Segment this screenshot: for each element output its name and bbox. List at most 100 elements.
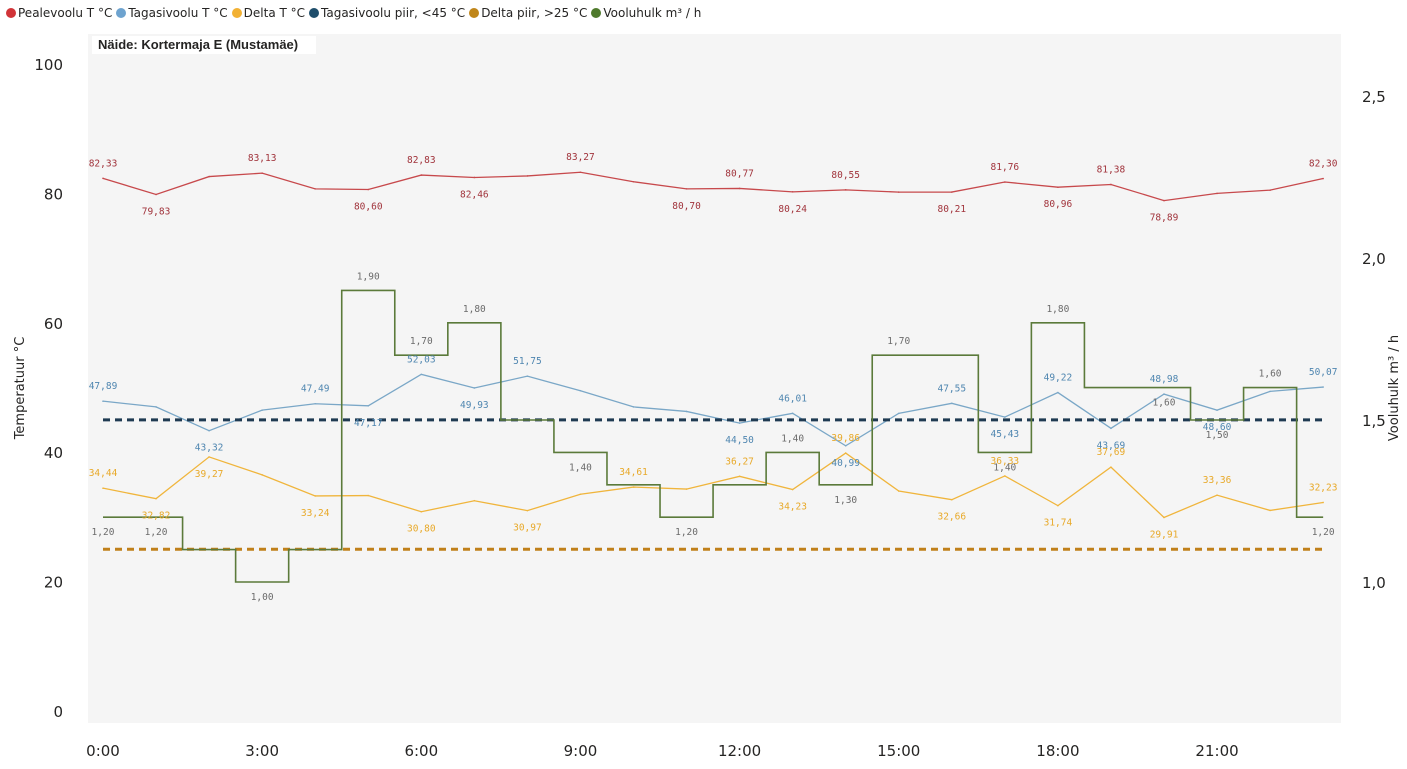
data-label: 52,03 [407,354,436,365]
data-point [155,193,157,196]
data-label: 39,27 [195,469,224,480]
data-label: 1,60 [1153,398,1176,409]
data-point [261,474,263,476]
data-label: 1,70 [887,336,910,347]
data-label: 1,20 [675,527,698,538]
data-point [951,402,953,405]
data-label: 81,76 [991,162,1020,173]
legend-item-tagasivoolu-piir[interactable]: Tagasivoolu piir, <45 °C [309,6,465,20]
legend-item-delta[interactable]: Delta T °C [231,6,306,20]
data-label: 1,20 [1312,527,1335,538]
data-label: 49,93 [460,400,489,411]
data-label: 1,70 [410,336,433,347]
data-point [1057,504,1059,507]
data-point [579,171,582,174]
data-label: 34,44 [89,468,118,479]
legend-dot-icon [309,8,320,18]
data-point [1322,177,1324,180]
data-label: 82,33 [89,158,118,169]
data-point [685,188,688,190]
data-label: 47,49 [301,384,330,395]
legend-dot-icon [591,8,602,18]
y-right-axis-title: Vooluhulk m³ / h [1387,335,1402,441]
data-point [1322,501,1324,504]
data-label: 44,50 [725,435,754,446]
legend-dot-icon [6,8,16,18]
data-point [102,487,104,489]
data-point [314,188,317,190]
data-label: 32,23 [1309,482,1338,493]
data-label: 1,00 [251,592,274,603]
data-point [473,499,476,502]
data-point [791,412,794,415]
chart-title: Näide: Kortermaja E (Mustamäe) [92,36,316,54]
data-label: 32,82 [142,511,171,522]
data-label: 30,80 [407,524,436,535]
data-point [1163,199,1165,202]
data-label: 33,36 [1203,475,1232,486]
data-point [367,494,370,497]
y-left-axis-title: Temperatuur °C [13,337,28,441]
data-label: 43,32 [195,443,224,454]
data-point [261,409,263,411]
data-label: 1,30 [834,495,857,506]
legend-item-vooluhulk[interactable]: Vooluhulk m³ / h [591,6,701,20]
data-point [632,406,635,408]
data-point [314,495,317,497]
data-label: 81,38 [1097,164,1126,175]
data-point [897,191,900,193]
data-label: 1,50 [1206,430,1229,441]
data-point [844,444,847,447]
legend-item-tagasivoolu[interactable]: Tagasivoolu T °C [116,6,228,20]
data-label: 49,22 [1044,373,1073,384]
y-left-tick-label: 20 [44,574,63,592]
data-labels-group: 82,33 79,83 83,13 80,60 82,83 82,46 83,27 80,70… [89,152,1338,603]
data-label: 1,40 [993,462,1016,473]
data-label: 80,24 [778,204,807,215]
data-label: 80,55 [831,170,860,181]
data-point [1216,494,1218,496]
x-tick-label: 15:00 [877,742,920,760]
data-label: 1,20 [92,527,115,538]
y-left-tick-label: 80 [44,185,63,203]
legend-item-delta-piir[interactable]: Delta piir, >25 °C [469,6,587,20]
data-point [1110,466,1112,468]
data-point [951,191,953,193]
data-label: 1,90 [357,271,380,282]
data-point [1110,427,1112,430]
data-label: 1,40 [781,433,804,444]
data-point [738,475,741,478]
data-label: 51,75 [513,356,542,367]
x-tick-label: 18:00 [1036,742,1079,760]
data-point [261,172,263,174]
data-point [102,177,104,180]
legend-item-pealevoolu[interactable]: Pealevoolu T °C [6,6,112,20]
data-label: 47,17 [354,418,383,429]
x-tick-label: 0:00 [86,742,120,760]
data-label: 48,60 [1203,422,1232,433]
data-label: 80,21 [937,204,966,215]
data-point [632,180,635,183]
data-label: 1,40 [569,462,592,473]
y-right-tick-label: 1,5 [1362,412,1386,430]
data-point [791,191,794,193]
legend-label: Delta piir, >25 °C [481,6,588,20]
data-point [1004,475,1006,477]
x-tick-label: 12:00 [718,742,761,760]
data-point [1269,390,1271,393]
data-point [632,486,635,488]
data-point [526,175,529,177]
data-point [1216,192,1218,195]
axes-group: 0 20 40 60 80 100 1,0 1,5 2,0 2,5 0:00 3:00 6:00 9:00… [13,56,1402,760]
data-point [844,189,847,191]
data-point [897,490,900,492]
data-point [844,452,847,454]
series-group [102,171,1324,583]
legend-label: Tagasivoolu piir, <45 °C [321,6,466,20]
data-label: 82,46 [460,189,489,200]
data-label: 36,27 [725,456,754,467]
legend-label: Delta T °C [243,6,306,20]
data-point [1057,186,1059,188]
data-label: 83,13 [248,153,277,164]
